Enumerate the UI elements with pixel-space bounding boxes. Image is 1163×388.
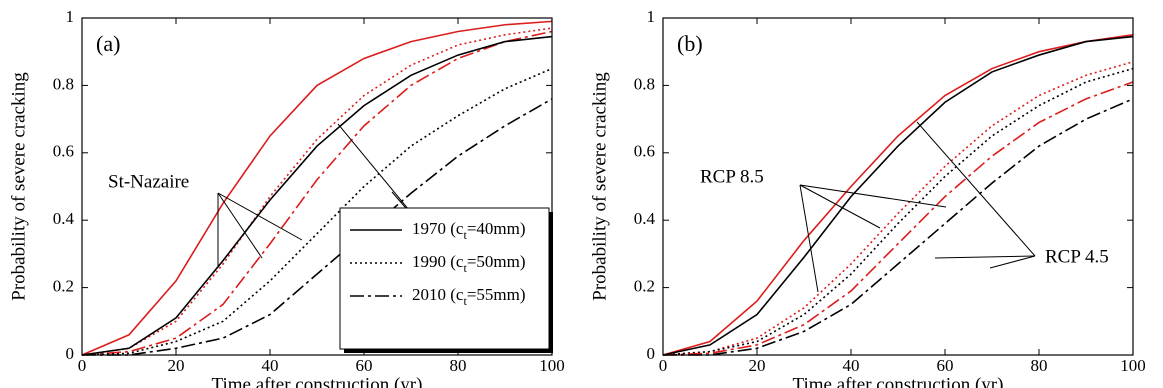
y-tick-label: 0.4 xyxy=(53,209,75,228)
plot-frame xyxy=(662,17,1134,356)
annotation-pointer xyxy=(799,184,819,293)
y-tick-label: 0.2 xyxy=(634,277,655,296)
legend-label-part: t xyxy=(463,261,467,275)
legend-label: 2010 (ct=55mm) xyxy=(412,285,526,308)
annotation-pointer xyxy=(217,192,303,241)
legend-label: 1970 (ct=40mm) xyxy=(412,219,526,242)
x-axis-title: Time after construction (yr) xyxy=(212,374,423,388)
x-tick-label: 60 xyxy=(356,356,373,375)
data-line xyxy=(81,35,553,356)
panel: 0 20 40 60 80 100 0 0.2 0.4 0.6 0.8 1 Time after con… xyxy=(8,7,564,388)
y-tick-label: 0.8 xyxy=(53,74,74,93)
annotation: St-Nazaire xyxy=(108,171,189,192)
data-line xyxy=(662,81,1134,356)
legend-label: 1990 (ct=50mm) xyxy=(412,252,526,275)
x-tick-label: 40 xyxy=(843,356,860,375)
legend-label-part: t xyxy=(463,294,467,308)
annotation-pointer xyxy=(916,121,1036,257)
y-tick-label: 1 xyxy=(66,7,75,26)
legend-label-part: =40mm) xyxy=(467,219,526,238)
panel-label: (b) xyxy=(677,31,703,56)
x-tick-label: 80 xyxy=(450,356,467,375)
x-tick-label: 40 xyxy=(262,356,279,375)
legend-label-part: 2010 (c xyxy=(412,285,464,304)
x-tick-label: 60 xyxy=(937,356,954,375)
legend-label-part: 1990 (c xyxy=(412,252,464,271)
data-line xyxy=(82,98,553,356)
legend-label-part: =50mm) xyxy=(467,252,526,271)
panel: 0 20 40 60 80 100 0 0.2 0.4 0.6 0.8 1 Time after con… xyxy=(589,7,1145,388)
y-tick-label: 0 xyxy=(66,344,75,363)
y-tick-label: 0.4 xyxy=(634,209,656,228)
y-tick-label: 0.6 xyxy=(53,142,74,161)
annotation: RCP 8.5 xyxy=(700,166,764,187)
annotation-pointer xyxy=(989,255,1036,269)
panel-label: (a) xyxy=(96,31,120,56)
x-tick-label: 0 xyxy=(659,356,668,375)
data-line xyxy=(81,30,553,356)
x-tick-label: 100 xyxy=(539,356,565,375)
y-tick-label: 0.8 xyxy=(634,74,655,93)
y-axis-title: Probability of severe cracking xyxy=(8,72,29,301)
x-tick-label: 100 xyxy=(1120,356,1146,375)
annotation-pointer xyxy=(934,255,1036,259)
annotation-pointer xyxy=(799,184,947,208)
y-tick-label: 0.6 xyxy=(634,142,655,161)
legend-label-part: 1970 (c xyxy=(412,219,464,238)
data-line xyxy=(662,34,1134,356)
plot-frame xyxy=(81,17,553,356)
legend-label-part: t xyxy=(463,228,467,242)
x-tick-label: 20 xyxy=(749,356,766,375)
y-tick-label: 0.2 xyxy=(53,277,74,296)
x-tick-label: 0 xyxy=(78,356,87,375)
annotation: RCP 4.5 xyxy=(1045,246,1109,267)
data-line xyxy=(662,67,1134,356)
legend xyxy=(339,207,550,350)
data-line xyxy=(81,67,553,356)
x-tick-label: 80 xyxy=(1031,356,1048,375)
legend-label-part: =55mm) xyxy=(467,285,526,304)
data-line xyxy=(662,61,1134,356)
annotation-pointer xyxy=(217,192,263,259)
annotation-pointer xyxy=(799,184,881,229)
x-tick-label: 20 xyxy=(168,356,185,375)
data-line xyxy=(662,35,1134,356)
y-tick-label: 0 xyxy=(647,344,656,363)
x-axis-title: Time after construction (yr) xyxy=(793,374,1004,388)
data-line xyxy=(663,98,1134,356)
y-tick-label: 1 xyxy=(647,7,656,26)
data-line xyxy=(81,20,553,356)
y-axis-title: Probability of severe cracking xyxy=(589,72,610,301)
